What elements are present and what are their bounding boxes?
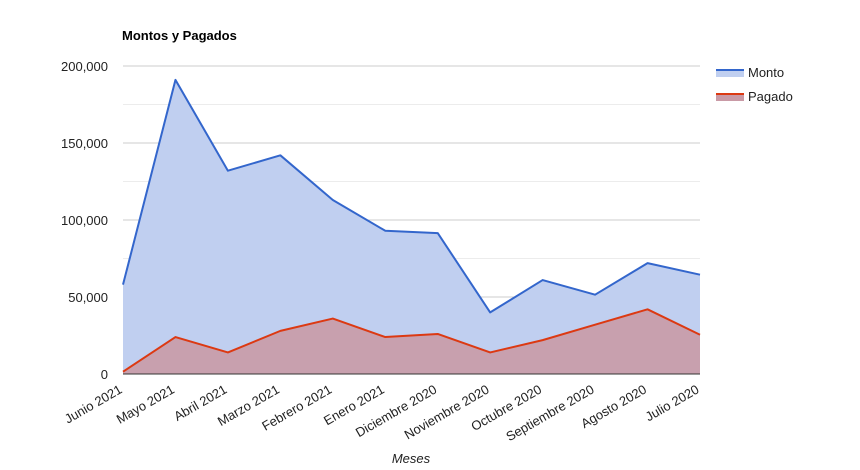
x-tick-label-1: Mayo 2021: [114, 382, 177, 427]
x-axis-label: Meses: [392, 451, 431, 466]
area-pagado: [123, 309, 700, 374]
legend-swatch-fill: [716, 93, 744, 101]
y-tick-label-3: 150,000: [61, 136, 108, 151]
y-tick-label-2: 100,000: [61, 213, 108, 228]
x-tick-label-11: Julio 2020: [643, 382, 702, 425]
legend-item-pagado: Pagado: [716, 89, 793, 104]
legend-label: Pagado: [748, 89, 793, 104]
legend-item-monto: Monto: [716, 65, 784, 80]
area-monto: [123, 79, 700, 375]
legend: Monto Pagado: [716, 65, 793, 104]
legend-label: Monto: [748, 65, 784, 80]
series-lines: [122, 78, 701, 373]
x-tick-label-0: Junio 2021: [62, 382, 125, 427]
y-axis-ticks: 0 50,000 100,000 150,000 200,000: [61, 59, 108, 382]
x-tick-label-9: Septiembre 2020: [503, 382, 596, 444]
y-tick-label-4: 200,000: [61, 59, 108, 74]
legend-swatch-fill: [716, 69, 744, 77]
y-tick-label-1: 50,000: [68, 290, 108, 305]
line-monto: [122, 78, 701, 314]
line-pagado: [122, 308, 701, 373]
y-tick-label-0: 0: [101, 367, 108, 382]
series-areas: [123, 79, 700, 375]
chart-title: Montos y Pagados: [122, 28, 237, 43]
